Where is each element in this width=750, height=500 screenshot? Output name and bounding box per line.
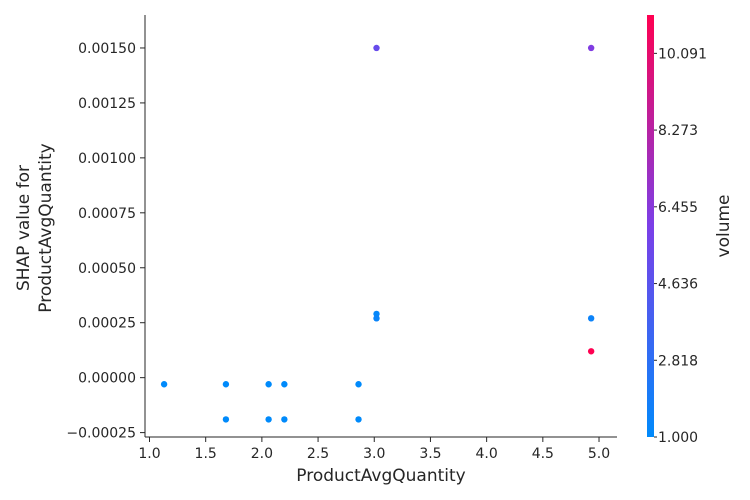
data-point <box>587 315 595 322</box>
data-point <box>355 416 362 423</box>
data-point <box>265 381 272 388</box>
data-point <box>373 315 380 322</box>
x-axis-label: ProductAvgQuantity <box>296 466 466 486</box>
y-tick-label: 0.00000 <box>78 371 136 387</box>
y-axis-label-line-2: ProductAvgQuantity <box>36 143 56 313</box>
x-tick-label: 3.0 <box>363 446 385 462</box>
colorbar-ticks: 1.000 2.818 4.636 6.455 8.273 10.091 <box>654 46 707 446</box>
data-point <box>373 44 380 52</box>
x-tick-label: 3.5 <box>419 446 441 462</box>
data-point <box>373 310 380 318</box>
x-axis-ticks: 1.0 1.5 2.0 2.5 3.0 3.5 4.0 4.5 5.0 <box>138 437 610 462</box>
data-point <box>355 381 362 388</box>
colorbar-tick-label: 8.273 <box>658 123 698 139</box>
y-tick-label: 0.00050 <box>78 261 136 277</box>
y-axis-label-line-1: SHAP value for <box>14 165 34 291</box>
data-point <box>222 416 230 423</box>
colorbar-tick-label: 10.091 <box>658 46 707 62</box>
data-point <box>587 348 595 355</box>
y-tick-label: −0.00025 <box>66 426 136 442</box>
data-point <box>265 416 272 423</box>
x-tick-label: 2.0 <box>251 446 273 462</box>
scatter-points <box>160 44 595 423</box>
colorbar <box>647 15 654 437</box>
colorbar-tick-label: 1.000 <box>658 430 698 446</box>
x-tick-label: 4.5 <box>532 446 554 462</box>
y-axis-label: SHAP value for ProductAvgQuantity <box>14 143 56 313</box>
y-tick-label: 0.00150 <box>78 41 136 57</box>
colorbar-label: volume <box>714 195 734 258</box>
x-tick-label: 1.5 <box>195 446 217 462</box>
data-point <box>160 381 168 388</box>
x-tick-label: 2.5 <box>307 446 329 462</box>
data-point <box>587 44 595 52</box>
colorbar-tick-label: 2.818 <box>658 353 698 369</box>
colorbar-tick-label: 4.636 <box>658 277 698 293</box>
y-tick-label: 0.00075 <box>78 206 136 222</box>
data-point <box>222 381 230 388</box>
data-point <box>281 381 288 388</box>
y-tick-label: 0.00100 <box>78 151 136 167</box>
data-point <box>281 416 288 423</box>
x-tick-label: 5.0 <box>588 446 610 462</box>
x-tick-label: 4.0 <box>476 446 498 462</box>
y-tick-label: 0.00125 <box>78 96 136 112</box>
x-tick-label: 1.0 <box>138 446 160 462</box>
colorbar-tick-label: 6.455 <box>658 200 698 216</box>
y-axis-ticks: −0.00025 0.00000 0.00025 0.00050 0.00075 0.00… <box>66 41 145 442</box>
y-tick-label: 0.00025 <box>78 316 136 332</box>
